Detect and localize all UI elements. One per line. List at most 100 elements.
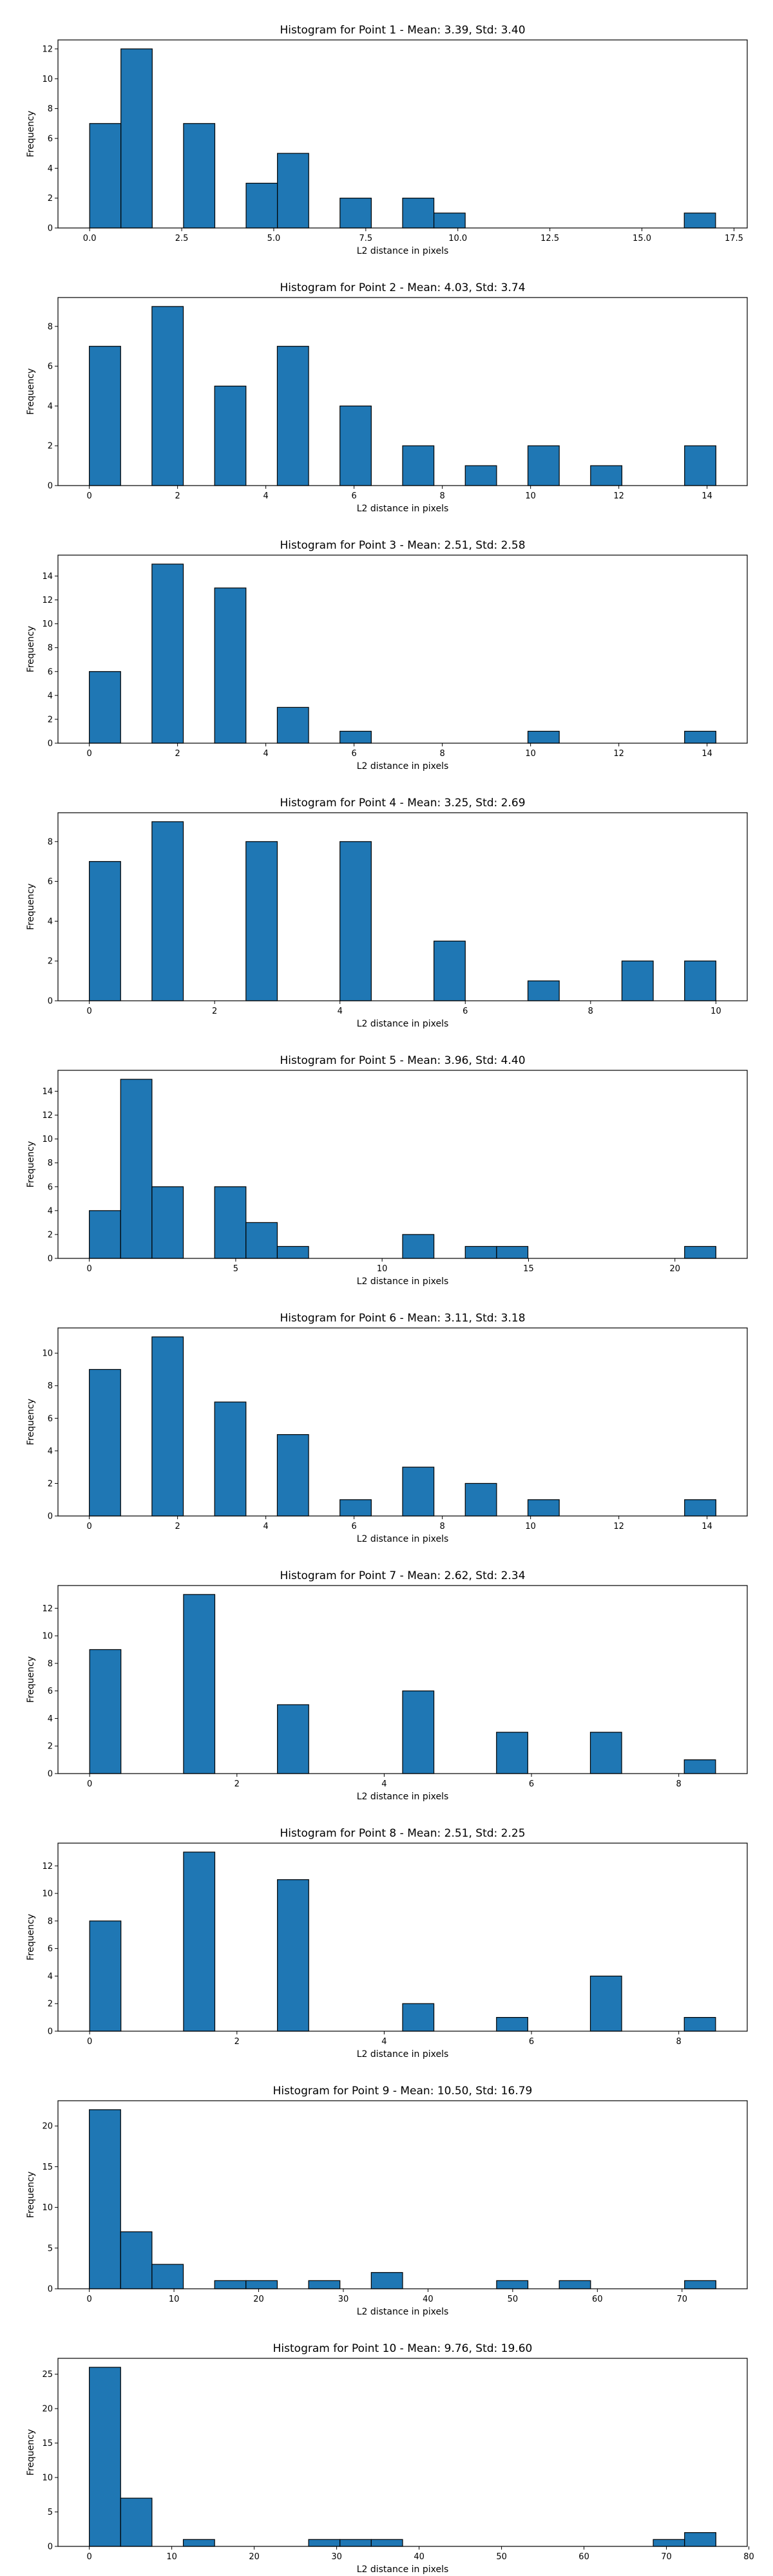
y-tick-label: 6 [48,877,53,887]
y-tick-label: 10 [42,1889,53,1899]
histogram-bar [339,198,372,229]
y-tick-label: 2 [48,2000,53,2009]
x-tick-label: 4 [263,749,269,759]
y-tick-label: 20 [42,2122,53,2132]
x-axis-label: L2 distance in pixels [357,1019,449,1029]
x-tick-label: 30 [331,2552,342,2562]
x-tick-label: 6 [529,1779,534,1789]
x-tick-label: 2 [234,2037,240,2047]
y-axis-label: Frequency [26,1914,36,1960]
histogram-bar [89,1920,122,2032]
y-tick-label: 2 [48,1230,53,1240]
x-tick-label: 4 [263,1522,269,1531]
x-tick-label: 60 [592,2295,603,2304]
histogram-bar [527,1499,560,1517]
x-tick-label: 0 [86,2295,91,2304]
histogram-bar [496,2017,528,2032]
y-tick-label: 6 [48,134,53,144]
histogram-bar [308,2280,341,2289]
x-tick-label: 0.0 [83,234,97,243]
histogram-bar [245,1222,278,1259]
histogram-panel: Histogram for Point 10 - Mean: 9.76, Std… [26,2342,754,2575]
x-tick-label: 8 [440,491,445,501]
histogram-bar [589,1975,622,2032]
histogram-bar [339,841,372,1001]
histogram-bar [621,960,654,1001]
x-tick-label: 2 [175,491,180,501]
x-tick-label: 2 [175,749,180,759]
histogram-bar [589,1732,622,1774]
histogram-bar [496,2280,529,2289]
y-tick-label: 6 [48,667,53,677]
histogram-bar [402,1690,435,1774]
x-tick-label: 80 [743,2552,754,2562]
histogram-bar [277,1879,309,2032]
x-tick-label: 0 [87,2037,92,2047]
y-axis-label: Frequency [26,2172,36,2218]
x-tick-label: 5.0 [267,234,281,243]
y-axis-label: Frequency [26,1656,36,1703]
histogram-bar [339,405,372,486]
histogram-bar [151,2264,184,2289]
histogram-bar [527,980,560,1001]
histogram-bar [683,213,716,229]
histogram-bar [402,198,435,229]
axes-frame [57,1070,748,1259]
histogram-bar [684,445,716,486]
y-tick-label: 10 [42,75,53,84]
y-tick-label: 6 [48,1944,53,1954]
y-tick-label: 25 [42,2370,53,2380]
histogram-bar [151,821,184,1001]
y-tick-label: 0 [48,482,53,491]
x-tick-label: 12.5 [540,234,559,243]
y-tick-label: 0 [48,1770,53,1779]
histogram-panel: Histogram for Point 6 - Mean: 3.11, Std:… [26,1312,748,1544]
y-axis-label: Frequency [26,1141,36,1188]
y-tick-label: 0 [48,1255,53,1264]
x-axis-label: L2 distance in pixels [357,2307,449,2317]
chart-title: Histogram for Point 8 - Mean: 2.51, Std:… [280,1827,525,1840]
y-tick-label: 6 [48,1414,53,1424]
x-tick-label: 12 [613,1522,624,1531]
y-tick-label: 0 [48,2285,53,2295]
axes-frame [57,812,748,1001]
histogram-bar [276,1434,309,1517]
x-tick-label: 4 [381,1779,386,1789]
histogram-bar [370,2272,403,2289]
chart-title: Histogram for Point 5 - Mean: 3.96, Std:… [280,1054,525,1067]
histogram-panel: Histogram for Point 8 - Mean: 2.51, Std:… [26,1827,748,2060]
histogram-bar [590,465,623,486]
x-tick-label: 2 [175,1522,180,1531]
histogram-panel: Histogram for Point 4 - Mean: 3.25, Std:… [26,797,748,1029]
x-tick-label: 10 [711,1007,721,1016]
histogram-bar [120,2497,153,2547]
y-tick-label: 10 [42,1349,53,1359]
histogram-bar [683,2017,716,2032]
x-tick-label: 8 [676,1779,682,1789]
x-tick-label: 0 [86,1007,91,1016]
histogram-bar [89,2367,121,2547]
chart-title: Histogram for Point 7 - Mean: 2.62, Std:… [280,1569,525,1582]
histogram-bar [402,1234,435,1259]
axes-frame [57,1327,748,1517]
y-tick-label: 4 [48,691,53,701]
histogram-bar [558,2280,591,2289]
y-tick-label: 4 [48,917,53,927]
x-tick-label: 15 [523,1264,534,1274]
x-tick-label: 12 [613,491,624,501]
x-axis-label: L2 distance in pixels [357,246,449,256]
y-tick-label: 8 [48,1381,53,1391]
histogram-panel: Histogram for Point 2 - Mean: 4.03, Std:… [26,281,748,514]
chart-title: Histogram for Point 9 - Mean: 10.50, Std… [273,2085,533,2098]
histogram-bar [120,48,153,229]
histogram-bar [214,587,247,744]
y-tick-label: 0 [48,224,53,234]
histogram-bar [684,960,716,1001]
y-tick-label: 5 [48,2508,53,2517]
y-tick-label: 6 [48,362,53,372]
histogram-bar [433,213,466,229]
x-tick-label: 50 [496,2552,507,2562]
x-tick-label: 20 [253,2295,264,2304]
y-tick-label: 2 [48,1742,53,1752]
y-tick-label: 8 [48,643,53,653]
